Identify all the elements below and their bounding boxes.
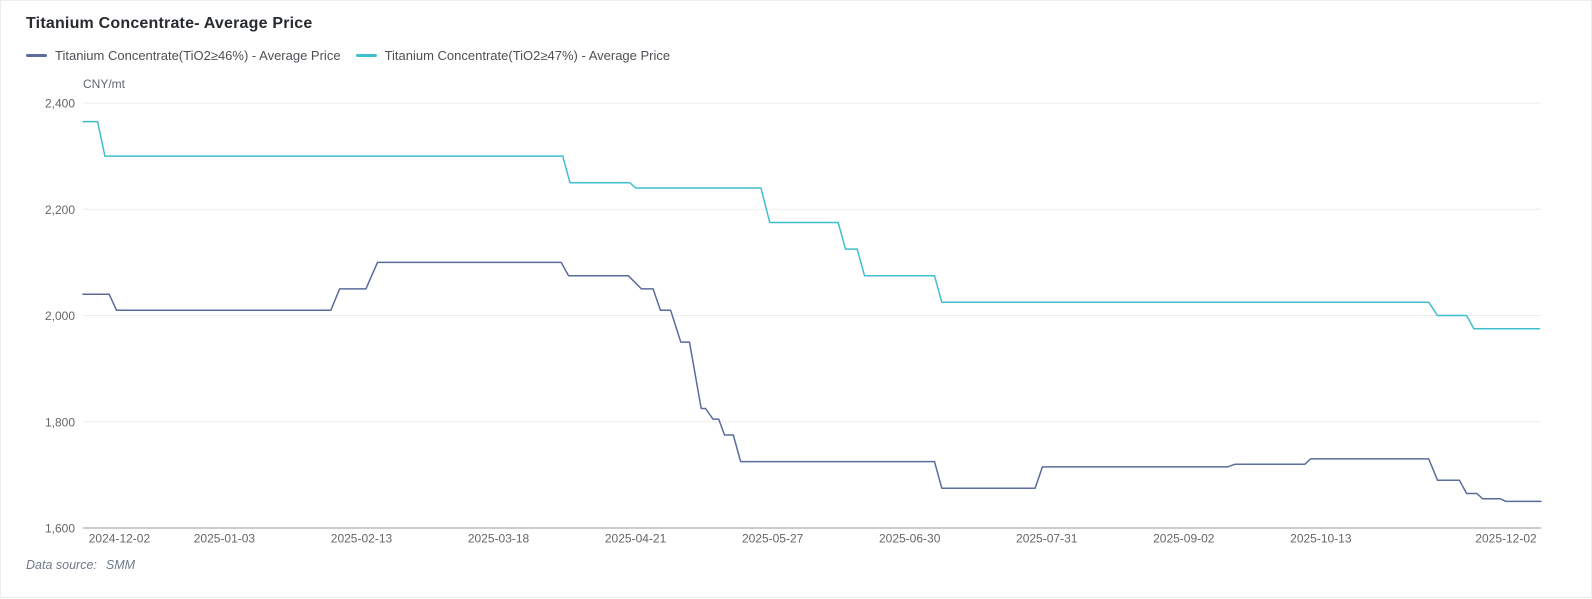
x-tick-label: 2025-07-31 — [1016, 532, 1078, 546]
legend-label-tio2-46: Titanium Concentrate(TiO2≥46%) - Average… — [55, 48, 341, 63]
x-tick-label: 2025-10-13 — [1290, 532, 1352, 546]
legend-line-marker-tio2-47 — [355, 54, 377, 57]
series-line-tio2-46[interactable] — [82, 261, 1542, 503]
x-tick-label: 2025-05-27 — [742, 532, 804, 546]
legend-label-tio2-47: Titanium Concentrate(TiO2≥47%) - Average… — [384, 48, 671, 63]
legend: Titanium Concentrate(TiO2≥46%) - Average… — [26, 48, 670, 63]
chart-title: Titanium Concentrate- Average Price — [26, 15, 313, 32]
legend-item-tio2-47[interactable]: Titanium Concentrate(TiO2≥47%) - Average… — [355, 48, 671, 63]
data-source-value: SMM — [105, 558, 136, 572]
y-tick-label: 1,800 — [45, 415, 75, 429]
y-tick-label: 1,600 — [45, 522, 75, 536]
y-axis-unit-label: CNY/mt — [83, 77, 125, 91]
x-tick-label: 2025-09-02 — [1153, 532, 1215, 546]
series-line-tio2-47[interactable] — [82, 120, 1541, 330]
y-tick-label: 2,200 — [45, 203, 75, 217]
legend-item-tio2-46[interactable]: Titanium Concentrate(TiO2≥46%) - Average… — [26, 48, 341, 63]
y-tick-label: 2,000 — [45, 309, 75, 323]
y-tick-label: 2,400 — [45, 97, 75, 111]
x-tick-label: 2024-12-02 — [89, 532, 151, 546]
x-tick-label: 2025-04-21 — [605, 532, 667, 546]
x-tick-label: 2025-12-02 — [1475, 532, 1537, 546]
legend-line-marker-tio2-46 — [26, 54, 47, 57]
data-source-label: Data source: — [26, 558, 97, 572]
data-source: Data source: SMM — [26, 558, 135, 572]
x-tick-label: 2025-03-18 — [468, 532, 530, 546]
x-tick-label: 2025-06-30 — [879, 532, 941, 546]
x-tick-label: 2025-01-03 — [194, 532, 256, 546]
x-tick-label: 2025-02-13 — [331, 532, 393, 546]
